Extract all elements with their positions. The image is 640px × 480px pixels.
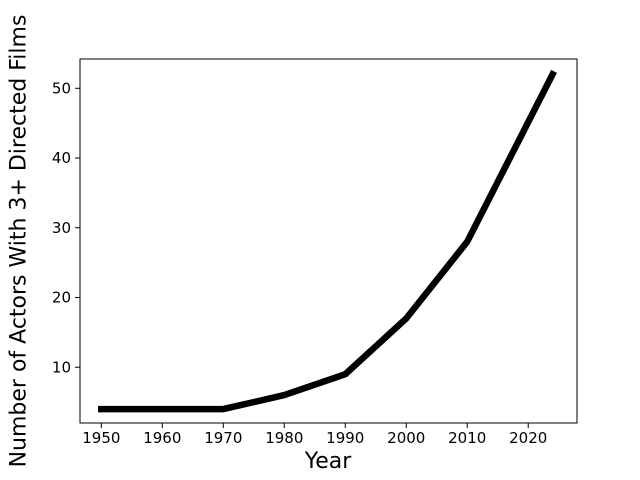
x-tick-label: 2010: [448, 429, 486, 447]
y-tick-label: 10: [52, 358, 71, 376]
axes-layer: [79, 58, 578, 424]
x-tick-label: 1960: [143, 429, 181, 447]
x-tick-label: 1970: [204, 429, 242, 447]
data-line-actors-with-3plus-directed-films: [98, 69, 557, 413]
y-axis-label: Number of Actors With 3+ Directed Films: [6, 14, 32, 468]
x-tick-label: 1990: [326, 429, 364, 447]
x-tick-label: 2000: [387, 429, 425, 447]
x-tick-label: 1950: [82, 429, 120, 447]
y-tick-label: 50: [52, 79, 71, 97]
series-layer: [98, 69, 557, 413]
plot-frame: [79, 58, 578, 424]
x-tick-label: 1980: [265, 429, 303, 447]
x-axis-label: Year: [304, 449, 352, 474]
ticks-layer: 1950 1960 1970 1980 1990 2000 2010 2020 10 20 30 40…: [52, 79, 547, 447]
x-tick-label: 2020: [509, 429, 547, 447]
y-tick-label: 20: [52, 289, 71, 307]
y-tick-label: 40: [52, 149, 71, 167]
y-tick-label: 30: [52, 219, 71, 237]
